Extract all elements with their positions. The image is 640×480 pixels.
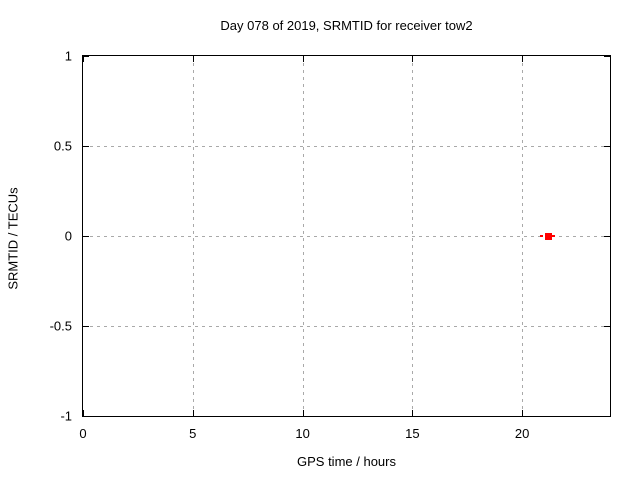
x-tick-mark-bottom [83, 410, 84, 416]
x-tick-mark-top [83, 56, 84, 62]
x-tick-mark-top [522, 56, 524, 62]
grid-line-horizontal [83, 146, 610, 147]
y-tick-mark-left [83, 56, 89, 57]
y-tick-mark-left [83, 146, 89, 147]
grid-line-horizontal [83, 326, 610, 327]
y-tick-mark-left [83, 236, 89, 237]
y-tick-mark-right [604, 146, 610, 147]
y-tick-mark-left [83, 326, 89, 327]
y-tick-mark-right [604, 416, 610, 417]
x-tick-label: 20 [514, 426, 530, 441]
x-tick-mark-bottom [302, 410, 304, 416]
x-tick-label: 0 [79, 426, 87, 441]
x-axis-label: GPS time / hours [297, 454, 396, 469]
data-point-marker [545, 232, 553, 240]
y-tick-label: -0.5 [49, 318, 72, 334]
chart-title: Day 078 of 2019, SRMTID for receiver tow… [220, 18, 473, 33]
y-tick-mark-right [604, 56, 610, 57]
x-tick-mark-bottom [522, 410, 524, 416]
plot-area [82, 55, 611, 417]
y-tick-label: -1 [60, 408, 72, 424]
y-tick-mark-right [604, 236, 610, 237]
y-tick-label: 0.5 [53, 138, 72, 154]
x-tick-mark-bottom [412, 410, 414, 416]
x-tick-label: 5 [189, 426, 197, 441]
y-tick-label: 1 [64, 48, 72, 64]
x-tick-mark-top [192, 56, 194, 62]
x-tick-mark-bottom [192, 410, 194, 416]
y-tick-mark-left [83, 416, 89, 417]
x-tick-mark-top [412, 56, 414, 62]
y-tick-label: 0 [64, 228, 72, 244]
x-tick-label: 10 [295, 426, 310, 441]
x-tick-label: 15 [405, 426, 420, 441]
x-tick-mark-top [302, 56, 304, 62]
y-tick-mark-right [604, 326, 610, 327]
grid-line-horizontal [83, 236, 610, 237]
